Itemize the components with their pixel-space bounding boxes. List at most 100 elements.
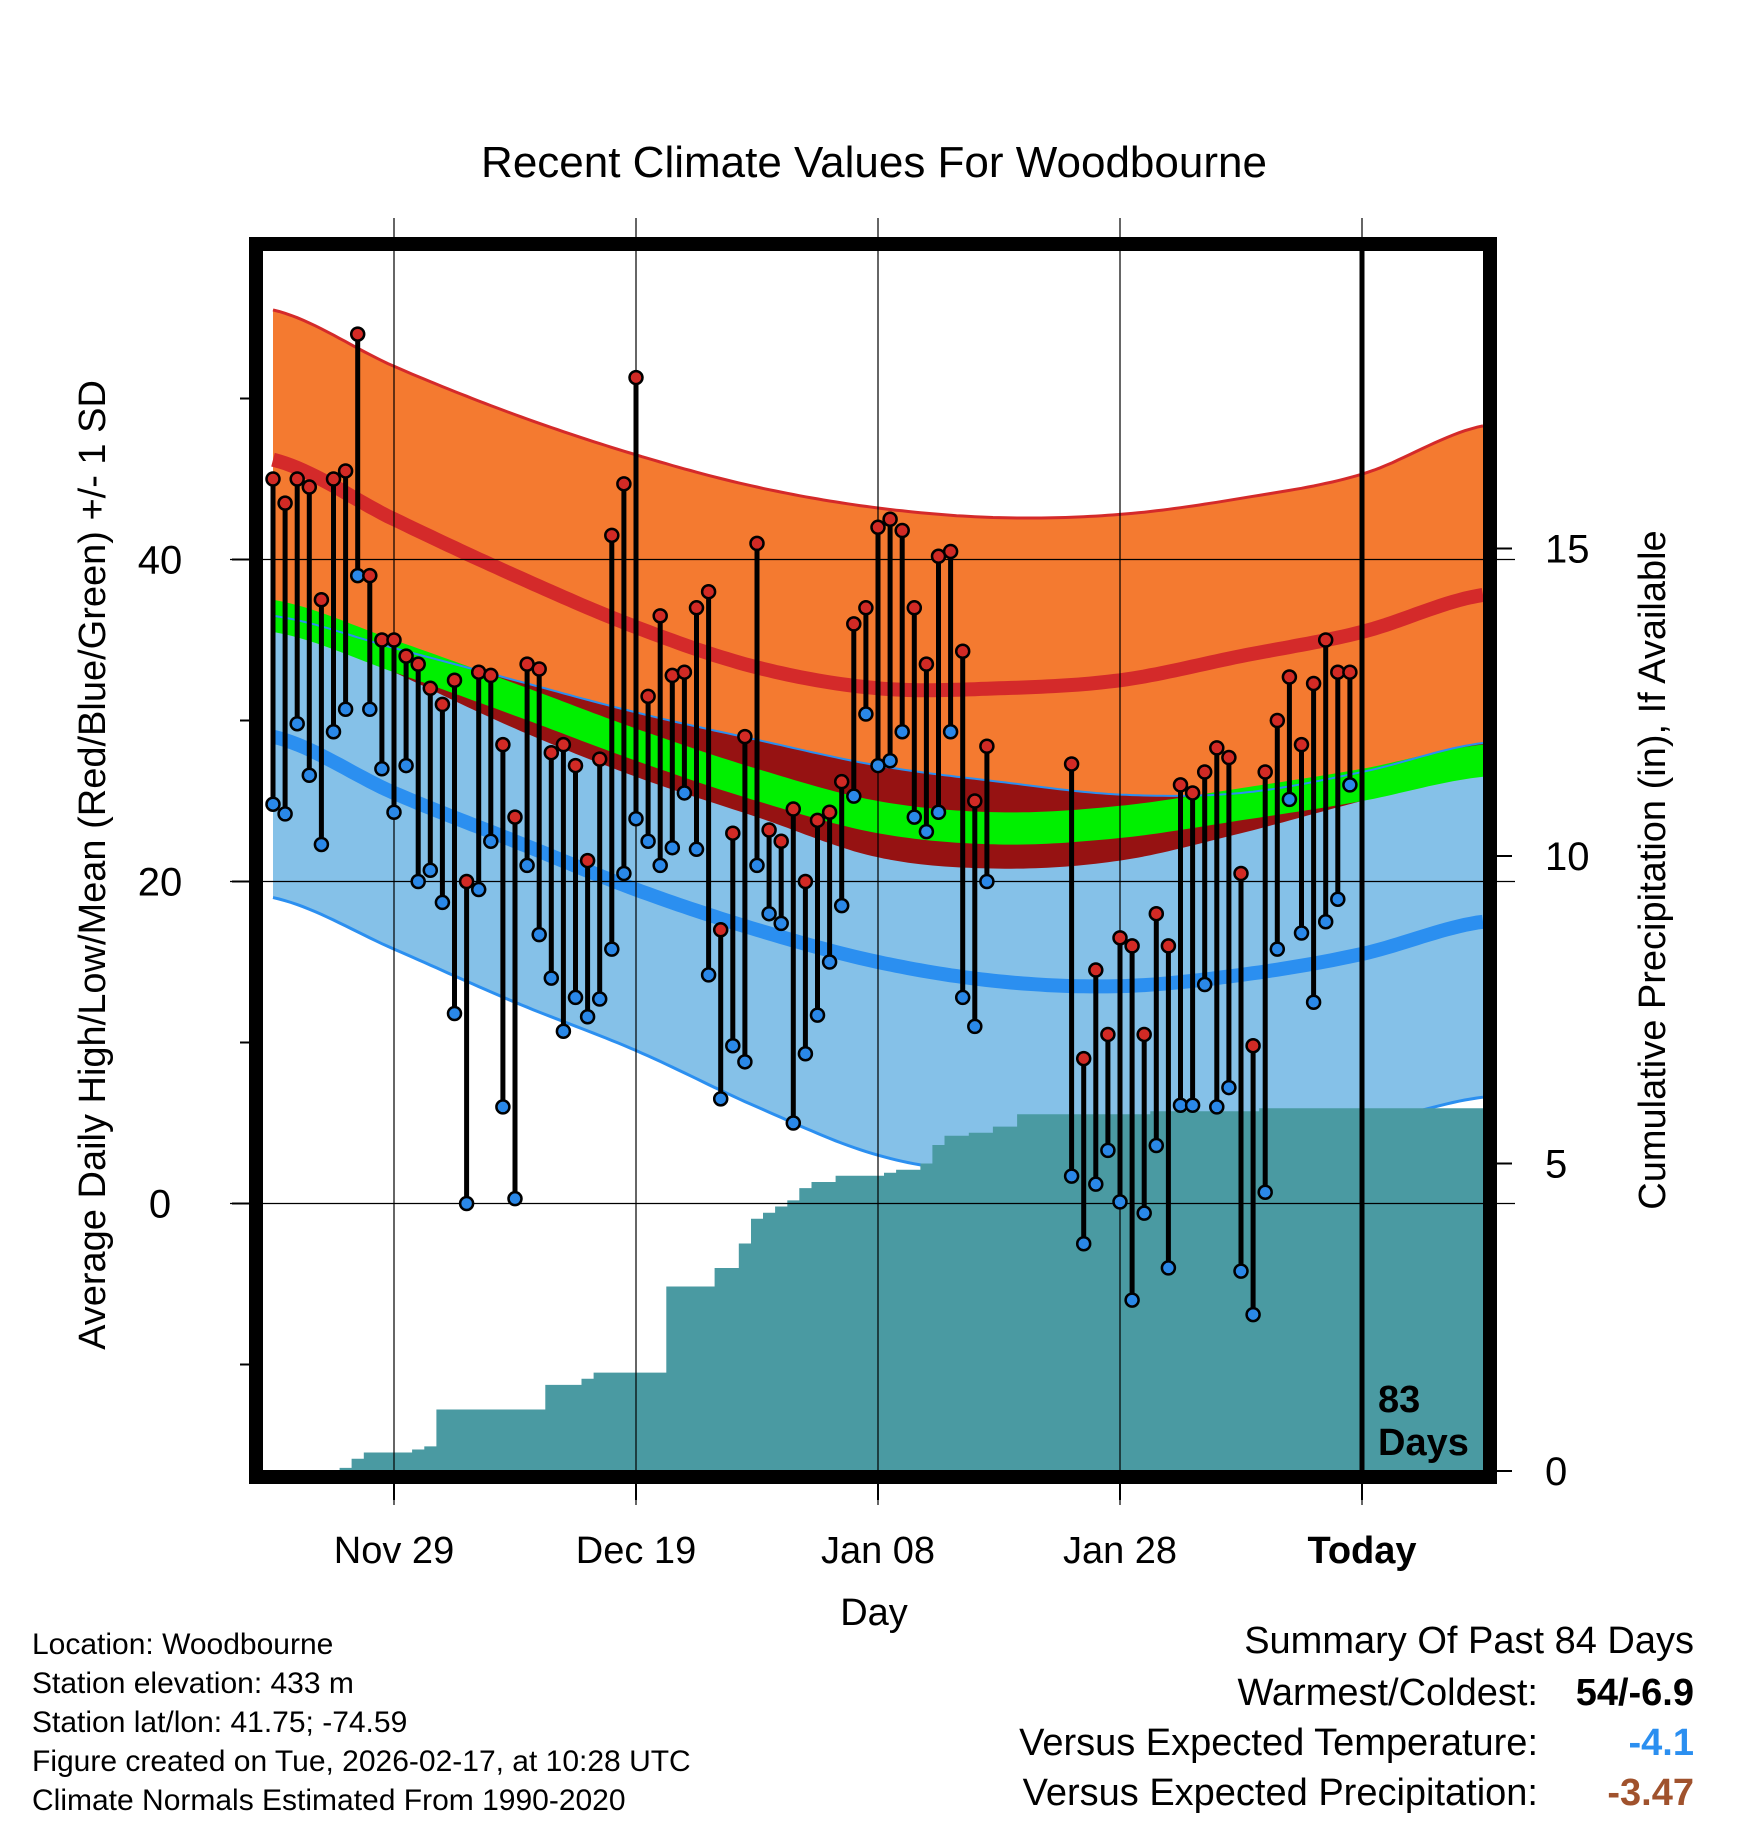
low-point — [628, 810, 644, 827]
high-point — [410, 656, 426, 672]
high-point — [628, 369, 644, 386]
low-point — [1136, 1205, 1152, 1221]
high-point — [1209, 740, 1225, 756]
high-point — [446, 672, 463, 688]
high-point — [906, 600, 923, 616]
high-point — [761, 822, 777, 838]
low-point — [821, 954, 838, 970]
low-point — [446, 1005, 463, 1022]
low-point — [567, 989, 584, 1006]
high-point — [688, 600, 705, 616]
high-point — [289, 471, 305, 487]
low-point — [712, 1091, 729, 1107]
high-point — [1269, 712, 1286, 729]
high-point — [1342, 664, 1358, 680]
low-point — [761, 905, 777, 922]
footer-created: Figure created on Tue, 2026-02-17, at 10… — [32, 1745, 691, 1778]
low-point — [337, 701, 354, 717]
high-point — [555, 736, 572, 753]
high-point — [1305, 675, 1322, 692]
summary-title: Summary Of Past 84 Days — [1244, 1620, 1694, 1662]
high-point — [918, 656, 935, 672]
low-point — [797, 1046, 814, 1062]
high-point — [1221, 749, 1237, 766]
low-point — [954, 989, 971, 1006]
axes: Nov 29 Dec 19 Jan 08 Jan 28 Today 0 20 40 0 5 10 15 — [138, 397, 1590, 1572]
high-point — [579, 852, 596, 869]
high-point — [773, 833, 789, 849]
summary-warmest-value: 54/-6.9 — [1575, 1672, 1694, 1714]
low-point — [1233, 1263, 1249, 1279]
high-point — [737, 728, 753, 745]
y-tick-label: 40 — [138, 539, 183, 583]
low-point — [555, 1023, 572, 1039]
y2-tick-label: 10 — [1545, 835, 1590, 879]
y-axis-label: Average Daily High/Low/Mean (Red/Blue/Gr… — [72, 380, 114, 1350]
low-point — [846, 788, 862, 804]
y2-tick-label: 0 — [1545, 1450, 1567, 1494]
low-point — [289, 715, 305, 732]
high-point — [277, 495, 293, 511]
low-point — [374, 761, 390, 777]
high-point — [797, 873, 814, 890]
low-point — [483, 833, 499, 849]
high-point — [833, 773, 850, 790]
high-point — [1124, 938, 1140, 954]
high-point — [870, 519, 886, 536]
high-point — [349, 326, 366, 342]
high-point — [1184, 785, 1201, 801]
footer-location: Location: Woodbourne — [32, 1628, 334, 1661]
x-tick-label: Dec 19 — [576, 1530, 696, 1572]
low-point — [979, 873, 995, 890]
low-point — [676, 785, 693, 801]
low-point — [785, 1115, 802, 1131]
high-point — [749, 535, 765, 552]
low-point — [1305, 994, 1322, 1010]
plot-frame — [249, 237, 1497, 1484]
y-tick-label: 20 — [138, 861, 183, 905]
low-point — [519, 857, 535, 874]
high-point — [567, 757, 584, 774]
low-point — [1063, 1168, 1080, 1184]
low-point — [773, 915, 789, 932]
high-point — [531, 661, 547, 677]
low-point — [1160, 1260, 1177, 1276]
low-point — [640, 833, 656, 849]
high-point — [725, 825, 741, 841]
high-point — [495, 736, 511, 753]
high-point — [1100, 1026, 1116, 1043]
x-tick-label: Today — [1307, 1530, 1416, 1572]
low-point — [1317, 914, 1334, 930]
low-point — [1342, 777, 1358, 793]
low-point — [930, 804, 947, 821]
high-point — [313, 592, 330, 608]
high-point — [652, 608, 668, 624]
low-point — [1245, 1306, 1261, 1323]
low-point — [1196, 976, 1213, 993]
x-tick-label: Jan 08 — [821, 1530, 935, 1572]
high-point — [1075, 1050, 1092, 1067]
high-point — [1257, 764, 1273, 780]
low-point — [967, 1018, 983, 1035]
daily-bars — [265, 326, 1358, 1323]
low-point — [833, 897, 850, 914]
footer-normals: Climate Normals Estimated From 1990-2020 — [32, 1784, 626, 1817]
high-point — [386, 632, 402, 648]
high-point — [434, 696, 451, 713]
summary-precip-row: Versus Expected Precipitation: -3.47 — [0, 1772, 1748, 1822]
y-tick-label: 0 — [149, 1183, 171, 1227]
y2-tick-label: 5 — [1545, 1143, 1567, 1187]
high-point — [507, 809, 523, 825]
low-point — [809, 1007, 826, 1023]
footer-latlon: Station lat/lon: 41.75; -74.59 — [32, 1706, 408, 1739]
x-tick-label: Nov 29 — [334, 1530, 454, 1572]
low-point — [1269, 941, 1286, 957]
high-point — [1196, 764, 1213, 780]
low-point — [604, 941, 620, 957]
low-point — [858, 706, 874, 722]
low-point — [1221, 1079, 1237, 1096]
low-point — [894, 724, 910, 740]
low-point — [591, 991, 608, 1007]
summary-warmest-row: Warmest/Coldest: 54/-6.9 — [0, 1672, 1748, 1722]
